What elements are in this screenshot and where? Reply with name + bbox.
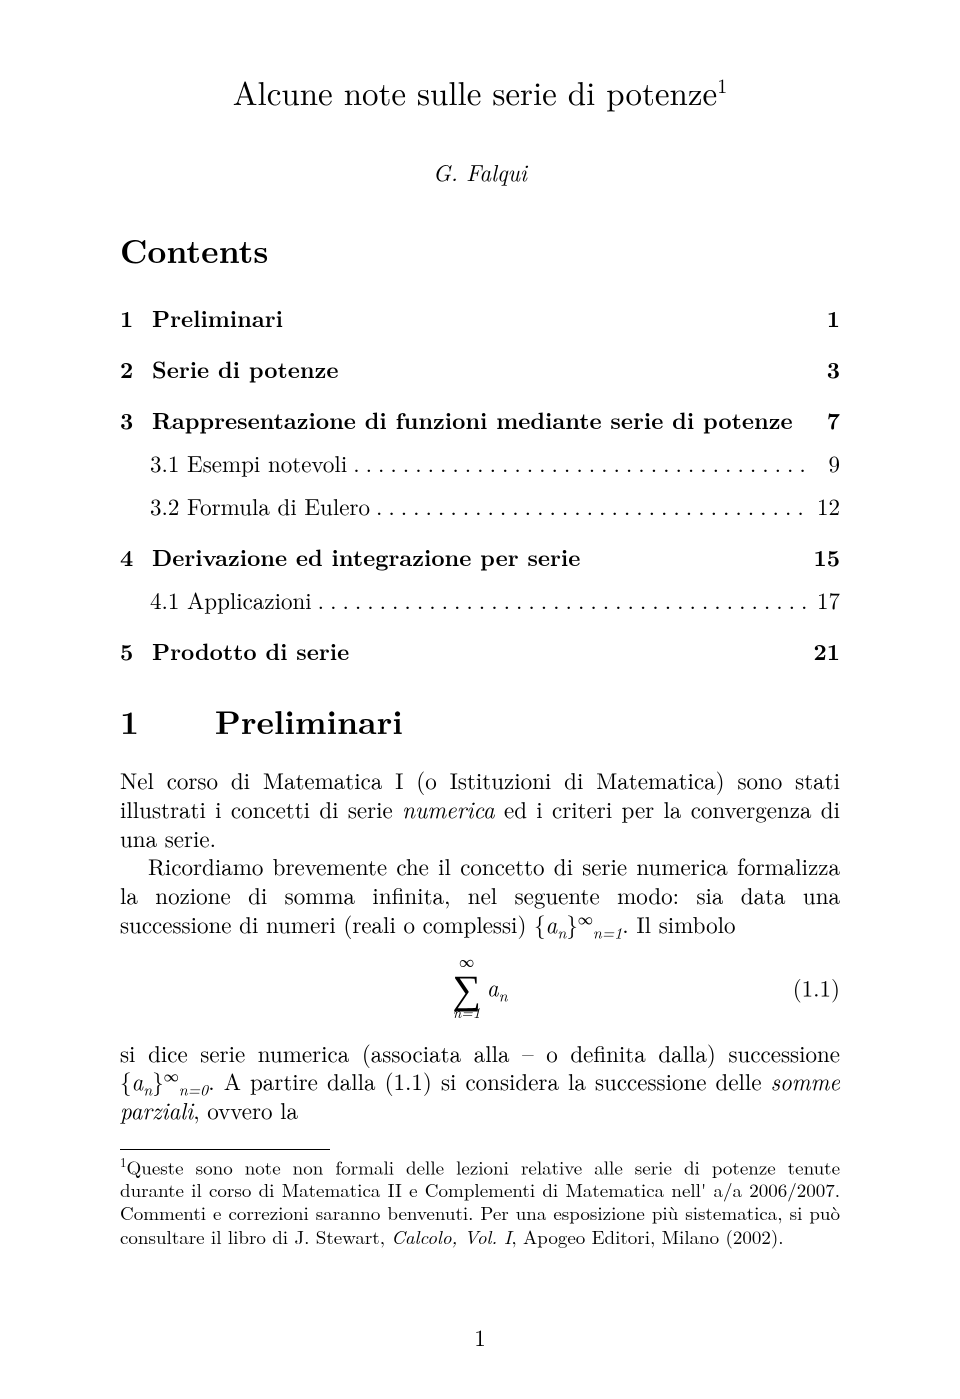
toc-page: 9 xyxy=(810,446,840,479)
body-text: Nel corso di Matematica I (o Istituzioni… xyxy=(120,766,840,939)
page: Alcune note sulle serie di potenze1 G. F… xyxy=(0,0,960,1399)
toc-label: Serie di potenze xyxy=(152,352,338,385)
paragraph-3: si dice serie numerica (associata alla –… xyxy=(120,1039,840,1125)
toc-dots: ........................................… xyxy=(370,489,810,522)
toc-label: Preliminari xyxy=(152,301,283,334)
toc-number: 3 xyxy=(120,403,152,436)
toc-page: 15 xyxy=(810,540,840,573)
section-number: 1 xyxy=(120,697,139,744)
table-of-contents: 1Preliminari12Serie di potenze33Rapprese… xyxy=(120,301,840,667)
section-heading: 1 Preliminari xyxy=(120,697,840,744)
toc-label: Prodotto di serie xyxy=(152,634,349,667)
sigma-icon: ∑ xyxy=(452,969,481,1005)
contents-heading: Contents xyxy=(120,226,840,273)
equation-1-1: ∞ ∑ n=1 an (1.1) xyxy=(120,951,840,1023)
equation-number: (1.1) xyxy=(793,970,840,1003)
section-title: Preliminari xyxy=(215,697,403,744)
toc-page: 7 xyxy=(810,403,840,436)
paragraph-1: Nel corso di Matematica I (o Istituzioni… xyxy=(120,766,840,852)
toc-label: 4.1 Applicazioni xyxy=(120,583,312,616)
toc-label: Rappresentazione di funzioni mediante se… xyxy=(152,403,793,436)
toc-entry: 5Prodotto di serie 21 xyxy=(120,634,840,667)
toc-entry: 3.2 Formula di Eulero...................… xyxy=(120,489,840,522)
title-text: Alcune note sulle serie di potenze xyxy=(233,68,717,115)
footnote-1: 1Queste sono note non formali delle lezi… xyxy=(120,1154,840,1248)
footnote-rule xyxy=(120,1149,330,1150)
toc-entry: 3.1 Esempi notevoli.....................… xyxy=(120,446,840,479)
toc-number: 1 xyxy=(120,301,152,334)
toc-entry: 4Derivazione ed integrazione per serie 15 xyxy=(120,540,840,573)
toc-number: 4 xyxy=(120,540,152,573)
toc-entry: 1Preliminari1 xyxy=(120,301,840,334)
summation-symbol: ∞ ∑ n=1 xyxy=(452,954,481,1020)
toc-number: 2 xyxy=(120,352,152,385)
toc-page: 1 xyxy=(810,301,840,334)
toc-label: 3.2 Formula di Eulero xyxy=(120,489,370,522)
page-number: 1 xyxy=(0,1320,960,1353)
toc-page: 12 xyxy=(810,489,840,522)
toc-dots: ........................................… xyxy=(347,446,810,479)
toc-label: 3.1 Esempi notevoli xyxy=(120,446,347,479)
document-title: Alcune note sulle serie di potenze1 xyxy=(120,68,840,115)
toc-dots: ........................................… xyxy=(312,583,810,616)
toc-number: 5 xyxy=(120,634,152,667)
body-text-after-eq: si dice serie numerica (associata alla –… xyxy=(120,1039,840,1125)
toc-entry: 3Rappresentazione di funzioni mediante s… xyxy=(120,403,840,436)
toc-label: Derivazione ed integrazione per serie xyxy=(152,540,580,573)
toc-entry: 2Serie di potenze 3 xyxy=(120,352,840,385)
toc-page: 17 xyxy=(810,583,840,616)
equation-term: an xyxy=(487,970,508,1003)
toc-page: 21 xyxy=(810,634,840,667)
toc-entry: 4.1 Applicazioni........................… xyxy=(120,583,840,616)
author: G. Falqui xyxy=(120,155,840,188)
title-footnote-marker: 1 xyxy=(717,70,727,99)
toc-page: 3 xyxy=(810,352,840,385)
paragraph-2: Ricordiamo brevemente che il concetto di… xyxy=(120,852,840,938)
